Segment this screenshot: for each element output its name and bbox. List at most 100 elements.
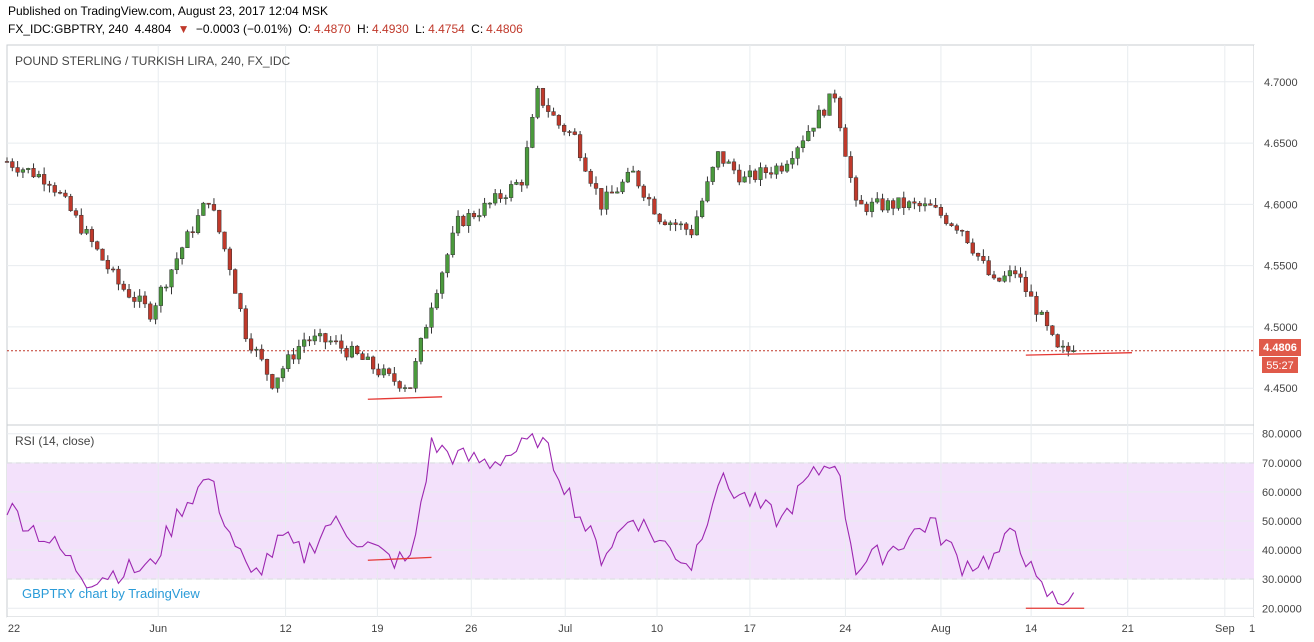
low-value: 4.4754	[428, 22, 465, 36]
candle-body	[211, 204, 217, 211]
candle-body	[737, 169, 742, 183]
candle-body	[397, 381, 402, 389]
candle-body	[429, 307, 434, 328]
y-axis-labels: 4.7000 4.6500 4.6000 4.5500 4.5000 4.4500 80.0…	[1262, 77, 1302, 615]
candle-body	[747, 170, 753, 178]
candle-body	[355, 345, 360, 355]
candle-body	[827, 93, 832, 116]
candle-body	[811, 127, 816, 132]
publish-info: Published on TradingView.com, August 23,…	[8, 4, 328, 18]
down-arrow-icon: ▼	[177, 22, 190, 36]
candle-body	[567, 131, 572, 133]
price-pane[interactable]	[6, 44, 1255, 426]
candle-body	[142, 295, 148, 305]
candle-body	[386, 368, 392, 374]
candle-body	[137, 295, 142, 302]
candle-body	[700, 200, 705, 217]
candle-body	[530, 117, 535, 148]
open-label: O:	[298, 22, 311, 36]
candle-body	[848, 156, 853, 178]
candle-body	[535, 88, 540, 118]
candle-body	[493, 193, 498, 204]
candle-body	[774, 165, 779, 175]
rsi-trendline[interactable]	[367, 556, 432, 561]
candle-body	[344, 348, 349, 358]
candle-body	[975, 252, 981, 257]
candle-body	[869, 201, 875, 212]
candle-body	[710, 166, 715, 182]
candle-body	[371, 356, 376, 370]
candle-body	[317, 333, 323, 337]
candle-body	[206, 202, 211, 205]
candle-body	[270, 374, 275, 389]
candle-body	[455, 215, 461, 234]
candle-body	[997, 277, 1002, 282]
candle-body	[657, 213, 662, 223]
candle-body	[965, 230, 970, 244]
price-tick-label: 4.6500	[1264, 138, 1298, 150]
last-price: 4.4804	[134, 22, 172, 36]
candle-body	[10, 161, 15, 168]
time-tick-label: 10	[651, 623, 663, 635]
candle-body	[960, 230, 965, 232]
symbol-label[interactable]: FX_IDC:GBPTRY, 240	[8, 22, 129, 36]
candle-body	[572, 131, 577, 135]
candle-body	[243, 308, 248, 340]
countdown-badge-bg	[1262, 357, 1298, 373]
candle-body	[1018, 273, 1023, 278]
candle-body	[275, 377, 280, 389]
candle-body	[365, 356, 370, 360]
candle-body	[434, 293, 439, 309]
candle-body	[185, 231, 190, 248]
quote-line: FX_IDC:GBPTRY, 240 4.4804 ▼ −0.0003 (−0.…	[8, 22, 526, 36]
candle-body	[328, 340, 333, 343]
candle-body	[15, 167, 20, 173]
price-trendline[interactable]	[1025, 352, 1132, 356]
candle-body	[705, 181, 710, 202]
candle-body	[864, 203, 869, 212]
candle-body	[254, 348, 259, 351]
candle-body	[68, 196, 73, 211]
candle-body	[418, 337, 424, 362]
candle-body	[652, 198, 657, 215]
candle-body	[153, 305, 158, 320]
candle-body	[806, 131, 811, 142]
candle-body	[641, 185, 646, 198]
candle-body	[837, 97, 843, 129]
price-badge: 4.4806	[1263, 342, 1297, 354]
candle-body	[917, 202, 922, 207]
candle-body	[195, 215, 201, 233]
candle-body	[174, 258, 179, 271]
candle-body	[302, 339, 307, 347]
candle-body	[853, 177, 859, 201]
candle-body	[896, 197, 901, 209]
candle-body	[227, 248, 232, 270]
price-axis[interactable]	[1254, 45, 1314, 617]
candle-body	[63, 192, 68, 197]
candle-body	[105, 259, 110, 270]
candle-body	[291, 354, 296, 360]
candle-body	[540, 88, 546, 106]
candle-body	[498, 193, 503, 199]
candle-body	[721, 151, 726, 164]
candles-group	[4, 85, 1076, 393]
candle-body	[158, 286, 163, 306]
trendlines-group	[367, 352, 1132, 609]
candle-body	[843, 127, 848, 157]
time-axis[interactable]	[7, 617, 1254, 642]
candle-body	[546, 105, 551, 112]
x-axis-labels: 22 Jun 12 19 26 Jul 10 17 24 Aug 14 21 Sep 1	[8, 623, 1255, 635]
candle-body	[631, 170, 636, 173]
candle-body	[742, 176, 747, 183]
candle-body	[47, 183, 52, 186]
candle-body	[36, 174, 41, 178]
candle-body	[238, 293, 243, 310]
candle-body	[73, 210, 79, 216]
price-trendline[interactable]	[367, 396, 443, 400]
candle-body	[503, 197, 508, 199]
candle-body	[524, 147, 530, 186]
candle-body	[800, 140, 806, 148]
candle-body	[1060, 345, 1066, 348]
watermark[interactable]: GBPTRY chart by TradingView	[22, 586, 200, 601]
